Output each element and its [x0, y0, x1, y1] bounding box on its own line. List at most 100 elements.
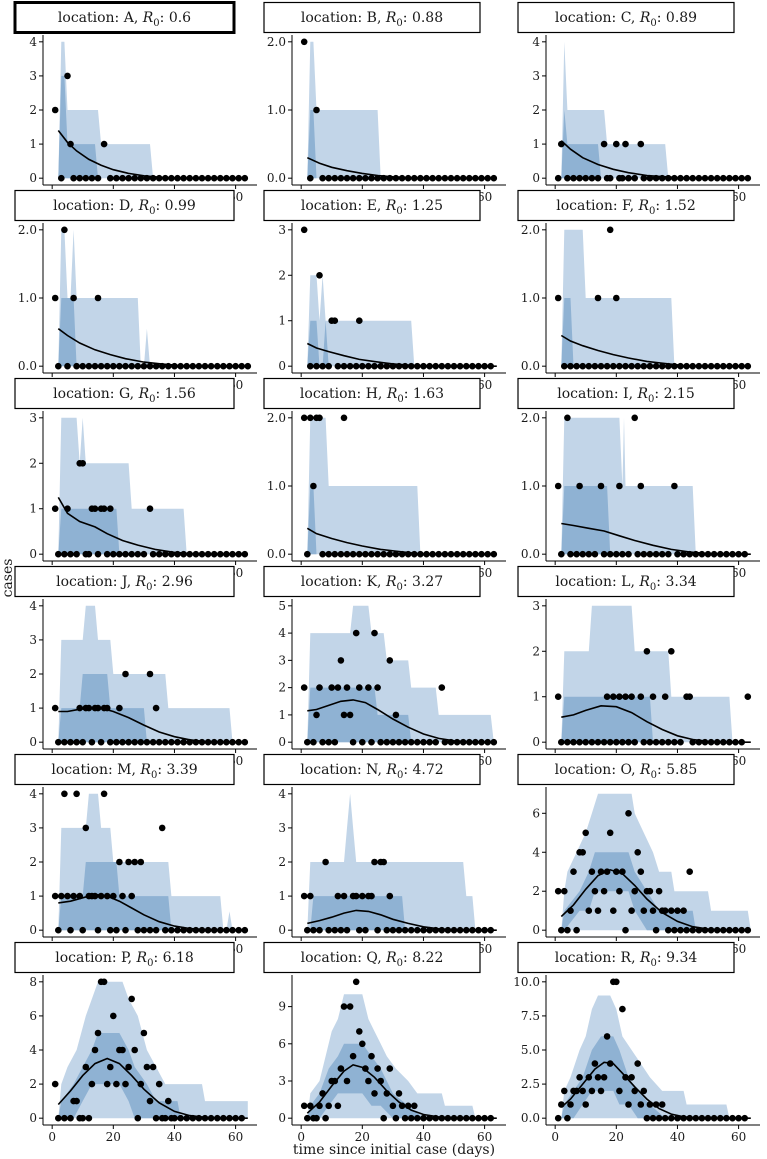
- observed-point: [622, 926, 629, 934]
- observed-point: [472, 174, 479, 182]
- observed-point: [380, 550, 388, 558]
- y-tick-label: 5: [278, 599, 286, 613]
- observed-point: [741, 550, 748, 558]
- observed-point: [362, 926, 369, 934]
- observed-point: [55, 362, 62, 370]
- observed-point: [680, 907, 687, 914]
- observed-point: [204, 550, 212, 558]
- observed-point: [744, 926, 752, 934]
- observed-point: [683, 926, 690, 934]
- y-tick-label: 1: [29, 502, 37, 516]
- observed-point: [637, 1101, 645, 1108]
- observed-point: [192, 926, 200, 934]
- observed-point: [152, 1114, 160, 1122]
- observed-point: [201, 1114, 209, 1122]
- observed-point: [683, 174, 690, 182]
- observed-point: [392, 1114, 400, 1122]
- observed-point: [487, 926, 495, 934]
- observed-point: [152, 704, 160, 712]
- observed-point: [67, 926, 74, 934]
- observed-point: [386, 174, 394, 182]
- observed-point: [588, 738, 596, 746]
- observed-point: [383, 1090, 391, 1097]
- observed-point: [374, 1065, 381, 1072]
- observed-point: [689, 362, 696, 370]
- observed-point: [149, 738, 157, 746]
- y-tick-label: 10.0: [513, 975, 540, 989]
- y-tick-label: 1: [278, 314, 286, 328]
- observed-point: [453, 738, 461, 746]
- observed-point: [146, 362, 154, 370]
- observed-point: [567, 362, 574, 370]
- observed-point: [340, 1003, 348, 1010]
- observed-point: [588, 868, 596, 875]
- observed-point: [300, 684, 308, 691]
- observed-point: [741, 1114, 748, 1122]
- observed-point: [634, 1060, 641, 1067]
- observed-point: [122, 926, 129, 934]
- strip-label: location: C, R0: 0.89: [555, 10, 697, 29]
- observed-point: [55, 926, 62, 934]
- observed-point: [328, 684, 336, 691]
- observed-point: [665, 550, 672, 558]
- strip-prefix: location: G,: [53, 386, 138, 402]
- y-tick-label: 0: [278, 1111, 286, 1125]
- observed-point: [220, 362, 227, 370]
- observed-point: [51, 1080, 59, 1088]
- observed-point: [356, 174, 363, 182]
- observed-point: [637, 140, 645, 148]
- observed-point: [192, 174, 200, 182]
- observed-point: [201, 362, 209, 370]
- observed-point: [128, 362, 135, 370]
- observed-point: [723, 550, 730, 558]
- observed-point: [616, 482, 623, 490]
- observed-point: [420, 362, 427, 370]
- inner-interval-band: [307, 320, 497, 367]
- observed-point: [426, 926, 433, 934]
- inner-interval-band: [58, 508, 248, 555]
- r0-symbol: R: [385, 10, 397, 26]
- observed-point: [698, 1114, 706, 1122]
- observed-point: [420, 1114, 427, 1122]
- observed-point: [352, 629, 360, 637]
- observed-point: [103, 892, 111, 900]
- observed-point: [558, 1101, 565, 1108]
- x-tick-label: 60: [477, 378, 492, 392]
- strip-prefix: location: R,: [555, 950, 640, 966]
- observed-point: [186, 174, 193, 182]
- strip-prefix: location: K,: [301, 574, 386, 590]
- observed-point: [665, 738, 672, 746]
- observed-point: [162, 738, 169, 746]
- observed-point: [726, 926, 733, 934]
- observed-point: [738, 926, 745, 934]
- observed-point: [155, 174, 163, 182]
- observed-point: [94, 704, 102, 712]
- observed-point: [125, 1063, 132, 1071]
- observed-point: [649, 1114, 657, 1122]
- y-tick-label: 2: [532, 884, 540, 898]
- observed-point: [349, 1052, 357, 1060]
- observed-point: [414, 362, 421, 370]
- observed-point: [658, 738, 666, 746]
- observed-point: [134, 1114, 142, 1122]
- observed-point: [241, 174, 249, 182]
- observed-point: [337, 174, 345, 182]
- observed-point: [744, 174, 752, 182]
- observed-point: [165, 362, 172, 370]
- observed-point: [564, 926, 571, 934]
- observed-point: [414, 1114, 421, 1122]
- observed-point: [158, 824, 166, 832]
- observed-point: [300, 1102, 308, 1110]
- observed-point: [717, 1114, 724, 1122]
- observed-point: [429, 174, 436, 182]
- r0-value: 8.22: [412, 950, 443, 966]
- observed-point: [377, 362, 385, 370]
- x-tick-label: 60: [731, 1130, 746, 1144]
- observed-point: [352, 978, 360, 986]
- observed-point: [162, 550, 169, 558]
- observed-point: [582, 738, 589, 746]
- observed-point: [701, 738, 709, 746]
- observed-point: [386, 550, 394, 558]
- observed-point: [579, 362, 586, 370]
